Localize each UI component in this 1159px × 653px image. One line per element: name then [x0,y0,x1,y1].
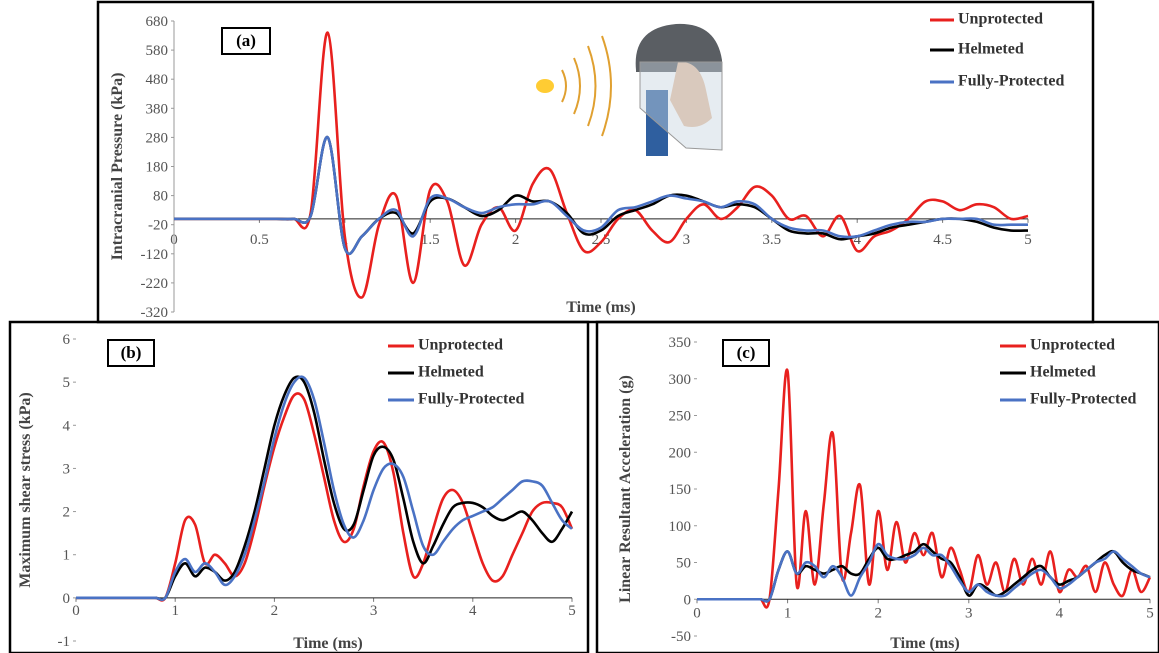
helmet-illustration [536,23,723,156]
x-tick-label: 3 [370,603,378,619]
series-line [697,368,1152,609]
x-tick-label: 5 [568,603,576,619]
x-tick-label: 4 [853,232,861,248]
x-tick-label: 2 [874,605,882,621]
y-axis-title: Linear Resultant Acceleration (g) [617,375,634,603]
x-tick-label: 5 [1024,232,1032,248]
panel-frame [8,320,590,653]
series-line [75,375,574,601]
y-tick-label: 50 [676,556,691,572]
y-tick-label: -220 [141,276,169,292]
y-tick-label: 180 [146,160,169,176]
y-tick-label: 200 [669,445,692,461]
y-tick-label: -20 [148,218,168,234]
y-tick-label: 6 [63,332,71,348]
legend-label: Helmeted [418,364,484,381]
y-tick-label: 350 [669,335,692,351]
y-tick-label: 3 [63,461,71,477]
y-tick-label: 100 [669,519,692,535]
x-tick-label: 4.5 [933,232,952,248]
y-tick-label: 0 [684,592,692,608]
y-tick-label: 150 [669,482,692,498]
panel-label: (a) [236,31,256,50]
x-tick-label: 0 [72,603,80,619]
wave [573,57,581,115]
wave [587,45,597,127]
visor [639,61,723,151]
x-tick-label: 1.5 [421,232,440,248]
series-line [75,375,573,602]
y-tick-label: 380 [146,101,169,117]
y-tick-label: 4 [63,418,71,434]
helmet [635,23,722,72]
y-tick-label: 680 [146,14,169,30]
panel-label: (b) [121,343,142,362]
x-tick-label: 4 [469,603,477,619]
wave [601,35,612,137]
y-tick-label: 80 [153,189,168,205]
x-tick-label: 2 [271,603,279,619]
y-tick-label: 2 [63,505,71,521]
x-tick-label: 2 [512,232,520,248]
y-tick-label: 480 [146,72,169,88]
legend-label: Fully-Protected [418,391,524,408]
x-tick-label: 3 [683,232,691,248]
x-tick-label: 0.5 [250,232,269,248]
x-tick-label: 1 [784,605,792,621]
y-tick-label: 580 [146,43,169,59]
x-axis-title: Time (ms) [890,635,959,652]
panel-label-box [221,27,271,55]
x-axis-title: Time (ms) [293,635,362,652]
face [670,61,712,127]
legend-label: Unprotected [958,11,1043,28]
blast-source [536,79,554,93]
x-tick-label: 4 [1056,605,1064,621]
y-tick-label: -320 [141,305,169,321]
panel-label-box [107,339,155,367]
x-tick-label: 1 [171,603,179,619]
y-tick-label: 5 [63,375,71,391]
series-line [75,392,574,602]
x-tick-label: 0 [693,605,701,621]
x-axis-title: Time (ms) [566,299,635,316]
panel: -320-220-120-208018028038048058068000.51… [96,0,1095,324]
legend-label: Helmeted [958,41,1024,58]
y-tick-label: 280 [146,130,169,146]
x-tick-label: 3.5 [762,232,781,248]
y-tick-label: 0 [63,591,71,607]
y-tick-label: 250 [669,409,692,425]
panel-label: (c) [737,343,756,362]
y-tick-label: 300 [669,372,692,388]
legend-label: Unprotected [1030,337,1115,354]
legend-label: Unprotected [418,337,503,354]
y-tick-label: -1 [58,634,71,650]
y-tick-label: -120 [141,247,169,263]
y-tick-label: -50 [671,629,691,645]
panel-label-box [722,339,770,367]
legend-label: Helmeted [1030,364,1096,381]
legend-label: Fully-Protected [958,73,1064,90]
panel-frame [595,320,1159,653]
x-tick-label: 3 [965,605,973,621]
series-line [173,31,1029,299]
legend-label: Fully-Protected [1030,391,1136,408]
wave [561,69,567,103]
y-tick-label: 1 [63,548,71,564]
panel-frame [96,0,1095,324]
series-line [173,136,1028,256]
x-tick-label: 5 [1146,605,1154,621]
y-axis-title: Intracranial Pressure (kPa) [109,73,126,261]
y-axis-title: Maximum shear stress (kPa) [17,392,34,587]
series-line [697,542,1151,603]
